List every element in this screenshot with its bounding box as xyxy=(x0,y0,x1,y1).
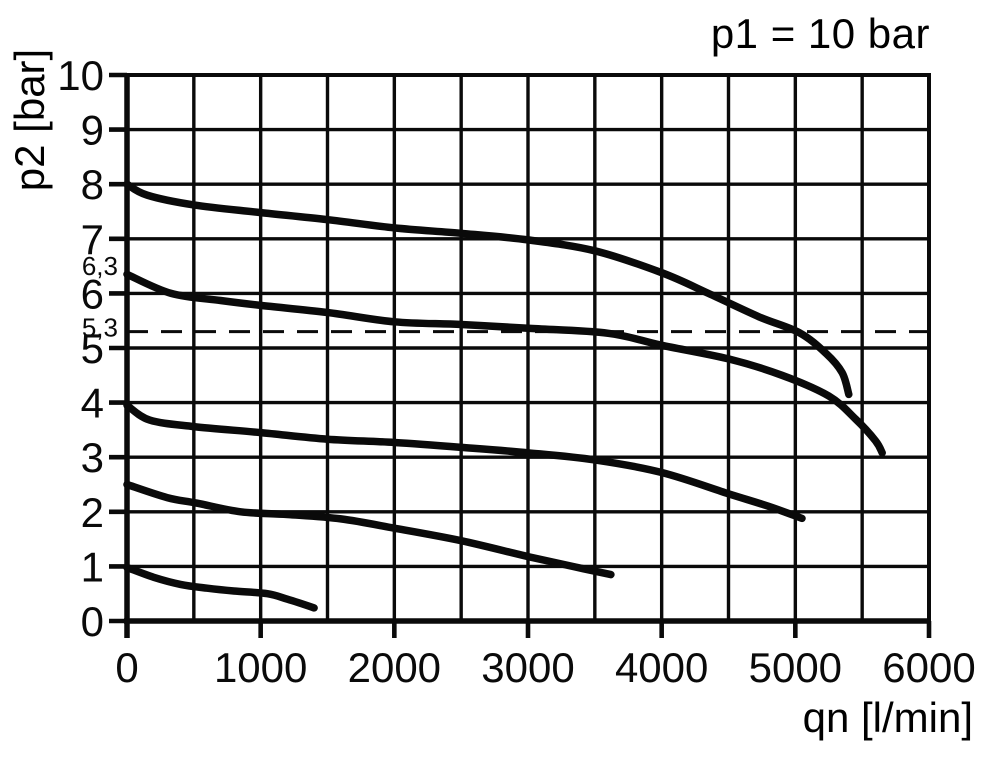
curves xyxy=(123,180,886,612)
curve-set-1-bar xyxy=(123,563,318,612)
curve-set-8-bar xyxy=(123,180,853,399)
x-tick-label-3000: 3000 xyxy=(481,644,574,691)
y-tick-label-0: 0 xyxy=(81,598,104,645)
y-tick-label-2: 2 xyxy=(81,489,104,536)
y-tick-label-6: 6 xyxy=(81,270,104,317)
y-tick-label-10: 10 xyxy=(57,52,104,99)
curve-set-4-bar xyxy=(123,401,806,523)
y-tick-label-4: 4 xyxy=(81,380,104,427)
y-tick-label-3: 3 xyxy=(81,434,104,481)
x-tick-label-1000: 1000 xyxy=(214,644,307,691)
x-axis-title: qn [l/min] xyxy=(802,694,973,741)
curve-set-6-3-bar xyxy=(123,270,886,457)
x-tick-label-0: 0 xyxy=(115,644,138,691)
tick-marks xyxy=(109,72,932,638)
x-tick-label-2000: 2000 xyxy=(348,644,441,691)
curve-set-2-5-bar xyxy=(123,480,615,579)
x-tick-label-4000: 4000 xyxy=(615,644,708,691)
y-label-5,3: 5,3 xyxy=(82,313,118,343)
special-y-labels: 6,3 5,3 xyxy=(82,251,118,343)
x-tick-label-6000: 6000 xyxy=(882,644,975,691)
y-tick-labels: 0 1 2 3 4 5 6 7 8 9 10 xyxy=(57,52,104,645)
gridlines xyxy=(125,73,931,623)
chart-title: p1 = 10 bar xyxy=(710,10,930,57)
y-tick-label-8: 8 xyxy=(81,161,104,208)
y-tick-label-9: 9 xyxy=(81,107,104,154)
x-tick-labels: 0 1000 2000 3000 4000 5000 6000 xyxy=(115,644,975,691)
y-tick-label-5: 5 xyxy=(81,325,104,372)
y-tick-label-1: 1 xyxy=(81,543,104,590)
y-label-6,3: 6,3 xyxy=(82,251,118,281)
x-tick-label-5000: 5000 xyxy=(749,644,842,691)
y-tick-label-7: 7 xyxy=(81,216,104,263)
